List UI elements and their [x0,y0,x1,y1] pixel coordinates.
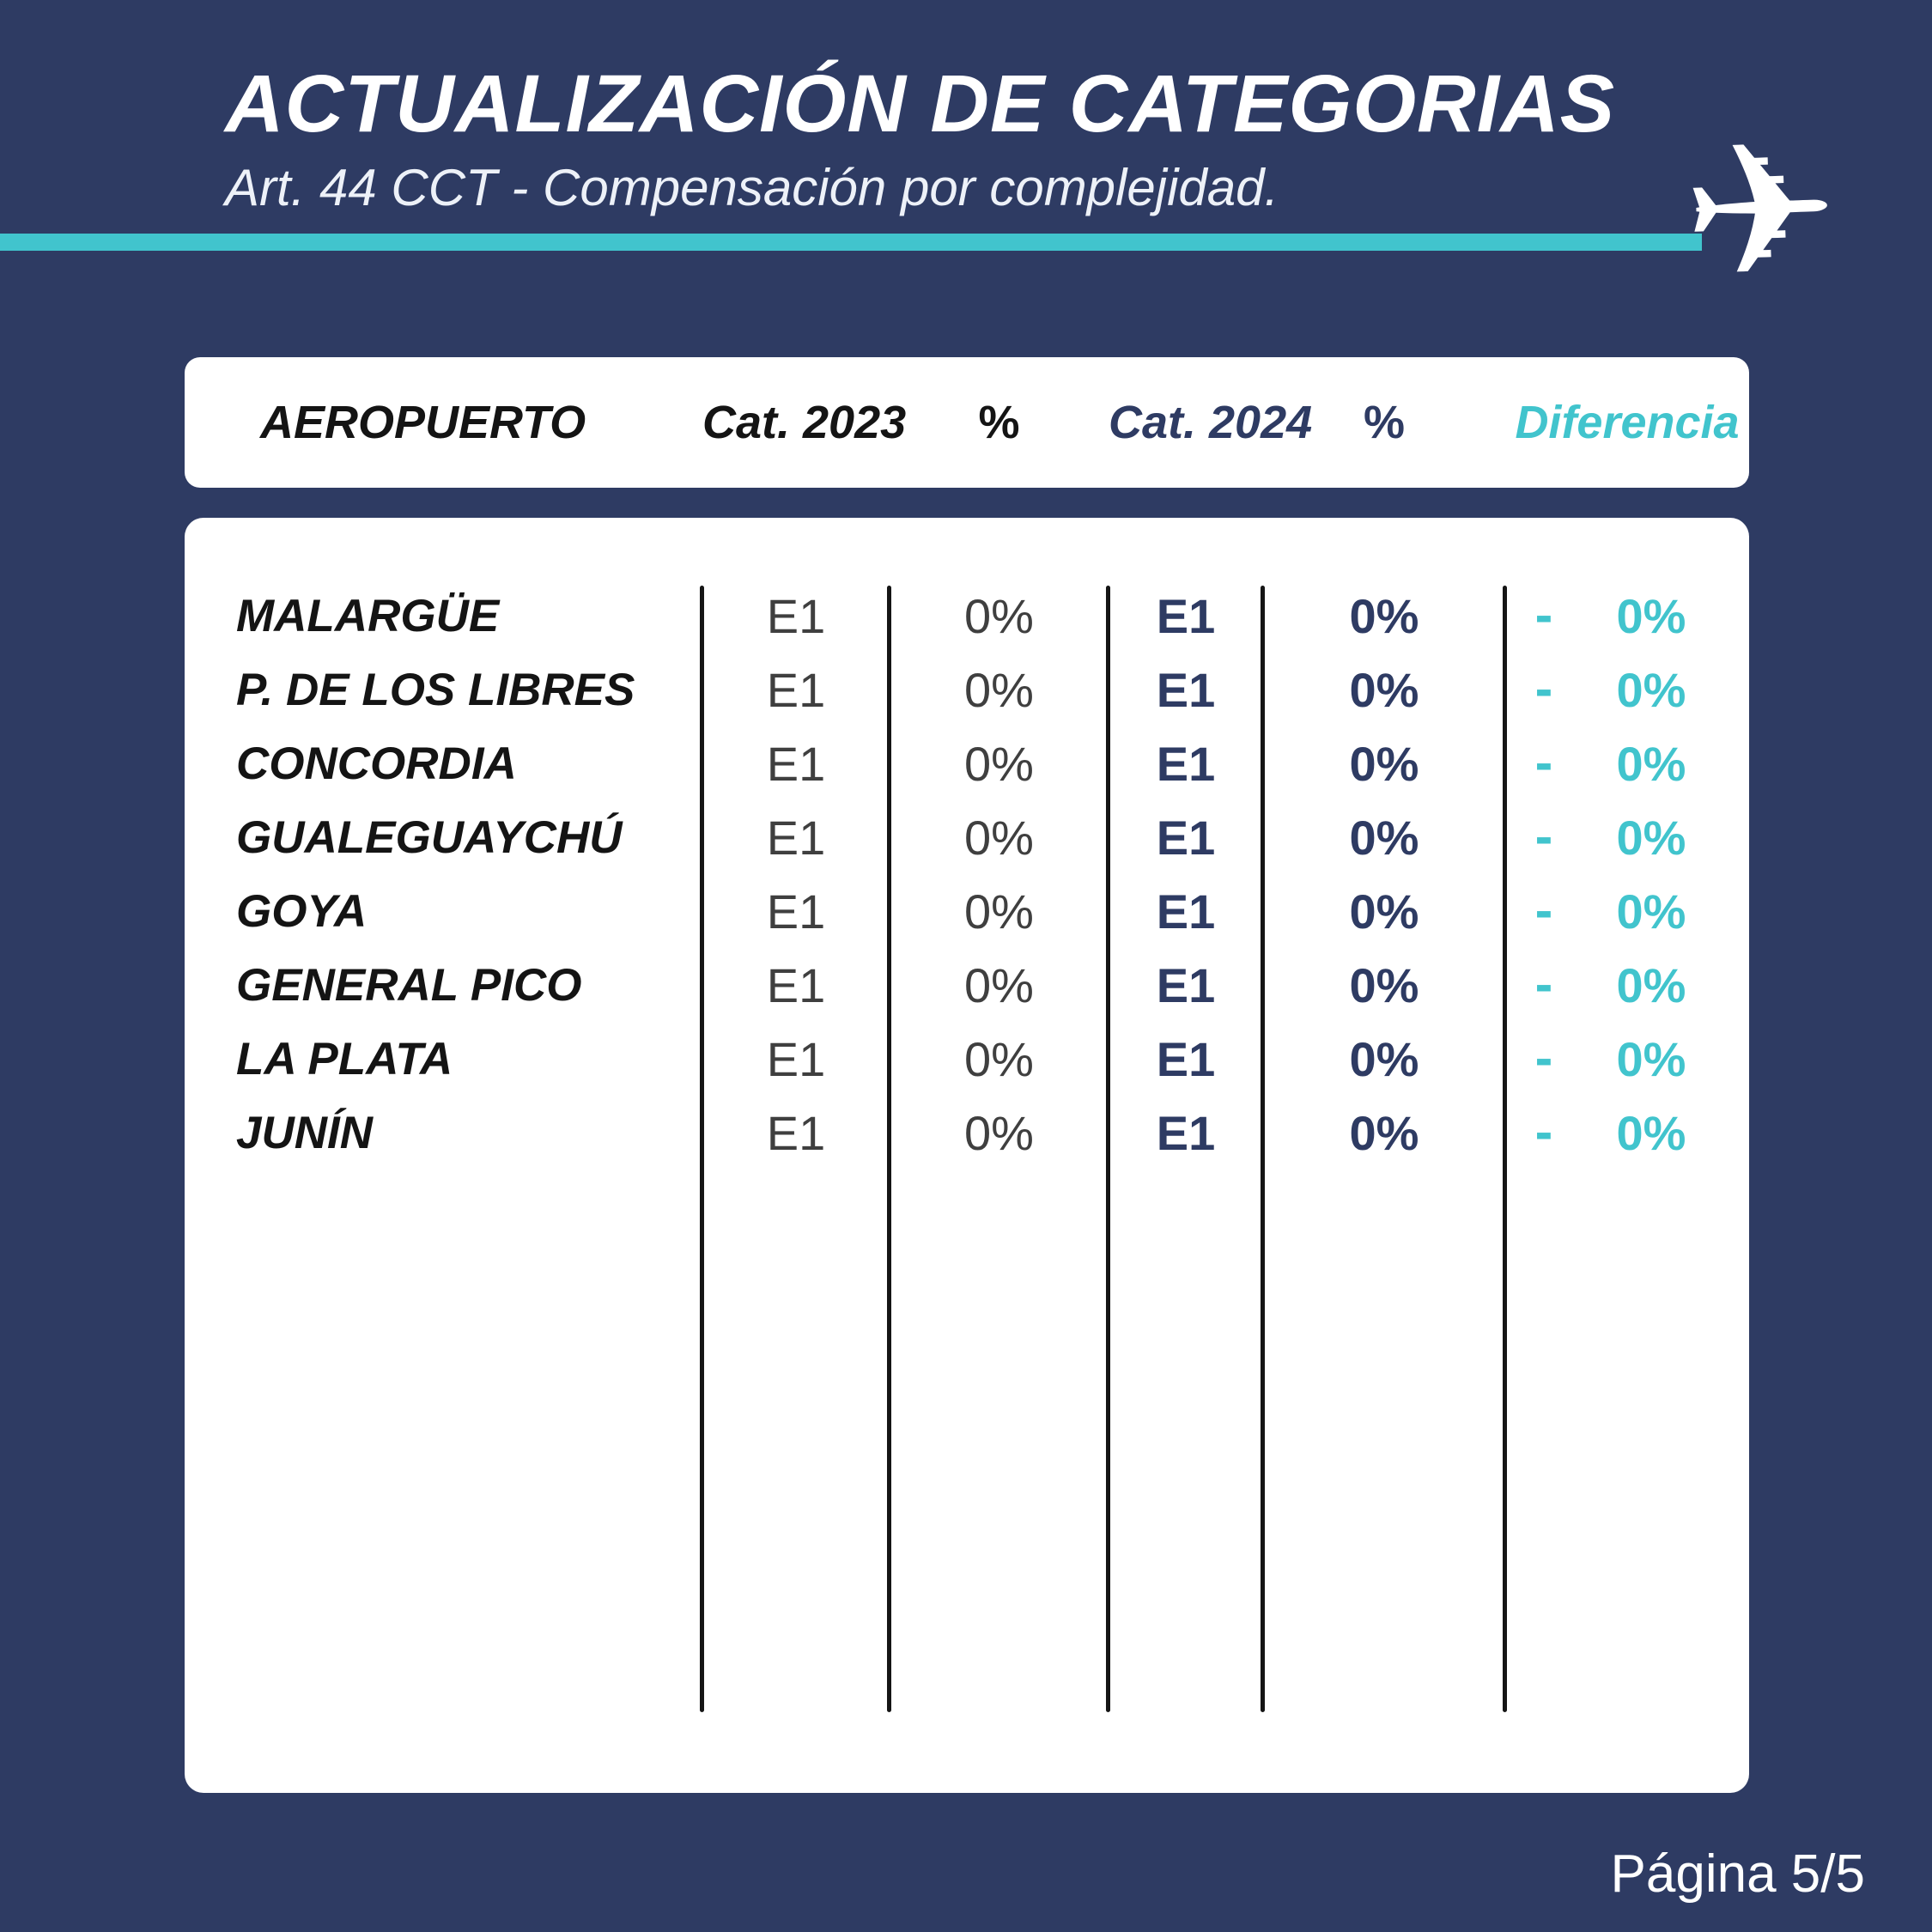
pct-2023-value: 0% [964,588,1034,643]
page-subtitle: Art. 44 CCT - Compensación por complejid… [225,158,1279,216]
pct-2023-value: 0% [964,957,1034,1012]
table-body-card: MALARGÜE E1 0% E1 0% - 0% P. DE LOS LIBR… [185,518,1749,1793]
airport-name: MALARGÜE [236,590,500,641]
diff-value: 0% [1616,810,1686,865]
diff-sign: - [1534,881,1553,941]
pct-2024-value: 0% [1349,810,1419,865]
column-header-cat-2024: Cat. 2024 [1109,397,1313,448]
column-header-pct-2023: % [978,397,1020,448]
pct-2024-value: 0% [1349,957,1419,1012]
airplane-icon: ✈ [1679,100,1842,322]
airport-name: P. DE LOS LIBRES [236,664,635,715]
diff-sign: - [1534,659,1553,720]
pct-2023-value: 0% [964,884,1034,939]
cat-2024-value: E1 [1156,1031,1216,1086]
cat-2023-value: E1 [766,588,826,643]
column-divider [1106,586,1110,1712]
cat-2023-value: E1 [766,957,826,1012]
column-header-airport: AEROPUERTO [260,397,586,448]
pct-2023-value: 0% [964,1105,1034,1160]
table-row: LA PLATA E1 0% E1 0% - 0% [185,1022,1749,1096]
diff-sign: - [1534,1103,1553,1163]
table-row: JUNÍN E1 0% E1 0% - 0% [185,1096,1749,1170]
diff-sign: - [1534,733,1553,793]
column-divider [1261,586,1265,1712]
page-title: ACTUALIZACIÓN DE CATEGORIAS [225,58,1616,149]
pct-2023-value: 0% [964,810,1034,865]
diff-sign: - [1534,955,1553,1015]
pct-2023-value: 0% [964,1031,1034,1086]
table-row: GOYA E1 0% E1 0% - 0% [185,874,1749,948]
airport-name: GUALEGUAYCHÚ [236,811,623,863]
table-row: MALARGÜE E1 0% E1 0% - 0% [185,579,1749,653]
pct-2024-value: 0% [1349,736,1419,791]
accent-divider [0,234,1702,251]
cat-2024-value: E1 [1156,588,1216,643]
column-divider [887,586,891,1712]
pct-2024-value: 0% [1349,588,1419,643]
cat-2024-value: E1 [1156,884,1216,939]
pct-2023-value: 0% [964,662,1034,717]
diff-sign: - [1534,586,1553,646]
diff-value: 0% [1616,957,1686,1012]
cat-2023-value: E1 [766,884,826,939]
airport-name: GOYA [236,885,368,937]
column-divider [1503,586,1507,1712]
airport-name: LA PLATA [236,1033,453,1084]
diff-value: 0% [1616,588,1686,643]
pct-2024-value: 0% [1349,1105,1419,1160]
diff-value: 0% [1616,1105,1686,1160]
column-divider [700,586,704,1712]
cat-2024-value: E1 [1156,810,1216,865]
cat-2024-value: E1 [1156,957,1216,1012]
cat-2023-value: E1 [766,662,826,717]
diff-value: 0% [1616,662,1686,717]
cat-2023-value: E1 [766,1031,826,1086]
column-header-diferencia: Diferencia [1515,397,1740,448]
cat-2024-value: E1 [1156,736,1216,791]
diff-value: 0% [1616,1031,1686,1086]
diff-sign: - [1534,1029,1553,1089]
diff-value: 0% [1616,884,1686,939]
cat-2023-value: E1 [766,810,826,865]
table-header-card: AEROPUERTO Cat. 2023 % Cat. 2024 % Difer… [185,357,1749,488]
table-row: P. DE LOS LIBRES E1 0% E1 0% - 0% [185,653,1749,726]
airport-name: GENERAL PICO [236,959,582,1011]
cat-2023-value: E1 [766,1105,826,1160]
page-indicator: Página 5/5 [1610,1844,1865,1904]
pct-2024-value: 0% [1349,662,1419,717]
table-row: GUALEGUAYCHÚ E1 0% E1 0% - 0% [185,800,1749,874]
diff-sign: - [1534,807,1553,867]
table-row: GENERAL PICO E1 0% E1 0% - 0% [185,948,1749,1022]
pct-2024-value: 0% [1349,884,1419,939]
cat-2023-value: E1 [766,736,826,791]
header: ACTUALIZACIÓN DE CATEGORIAS Art. 44 CCT … [225,58,1616,217]
cat-2024-value: E1 [1156,662,1216,717]
column-header-pct-2024: % [1363,397,1405,448]
airport-name: JUNÍN [236,1107,374,1158]
cat-2024-value: E1 [1156,1105,1216,1160]
table-row: CONCORDIA E1 0% E1 0% - 0% [185,726,1749,800]
column-header-cat-2023: Cat. 2023 [702,397,907,448]
airport-name: CONCORDIA [236,738,517,789]
pct-2023-value: 0% [964,736,1034,791]
table-rows: MALARGÜE E1 0% E1 0% - 0% P. DE LOS LIBR… [185,579,1749,1170]
diff-value: 0% [1616,736,1686,791]
pct-2024-value: 0% [1349,1031,1419,1086]
